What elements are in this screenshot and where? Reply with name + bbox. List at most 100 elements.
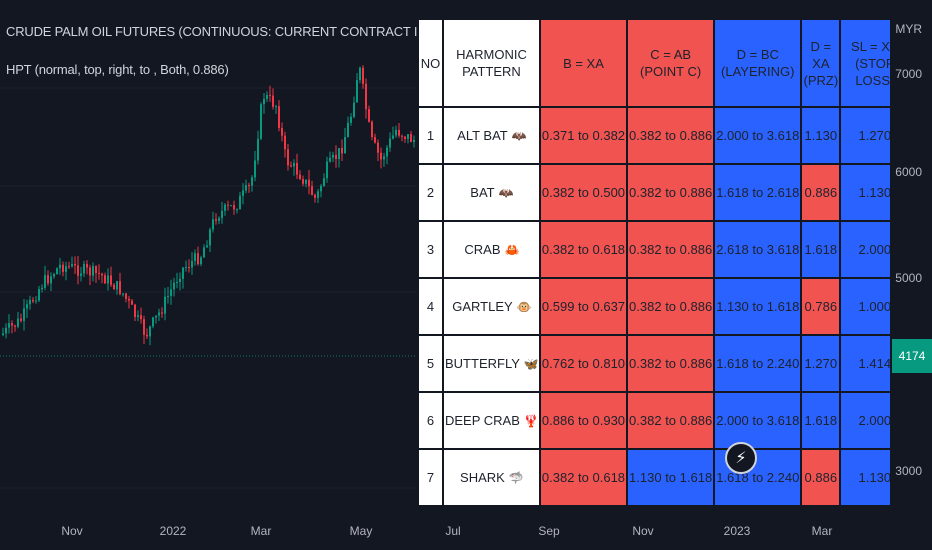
candle-body [38, 289, 40, 301]
cell-b: 0.599 to 0.637 [538, 277, 629, 336]
indicator-label[interactable]: HPT (normal, top, right, to , Both, 0.88… [6, 62, 229, 77]
candle-body [272, 95, 274, 107]
candle-body [107, 275, 109, 284]
candle-body [389, 138, 391, 148]
bat-icon: 🦇 [498, 185, 514, 200]
candle-body [197, 253, 199, 265]
candle-body [368, 109, 370, 122]
candle-body [44, 275, 46, 288]
candle-body [299, 174, 301, 180]
cell-d-bc: 1.618 to 2.240 [713, 334, 803, 393]
y-tick: 6000 [895, 165, 922, 179]
candle-body [77, 265, 79, 276]
candle-body [227, 204, 229, 206]
candle-body [323, 178, 325, 186]
pattern-name: SHARK [460, 469, 505, 485]
cell-d-bc: 1.618 to 2.618 [713, 163, 803, 222]
pattern-name-cell: BAT 🦇 [442, 163, 541, 222]
candle-body [269, 94, 271, 96]
table-row: 5 BUTTERFLY 🦋 0.762 to 0.810 0.382 to 0.886 1… [417, 334, 911, 393]
time-axis[interactable]: Nov 2022 Mar May Jul Sep Nov 2023 Mar [0, 510, 932, 550]
table-row: 2 BAT 🦇 0.382 to 0.500 0.382 to 0.886 1.618 t… [417, 163, 911, 222]
candle-body [8, 323, 10, 328]
cell-no: 1 [417, 106, 444, 165]
pattern-name: GARTLEY [452, 298, 513, 314]
cell-no: 2 [417, 163, 444, 222]
candle-body [17, 318, 19, 327]
candle-body [215, 219, 217, 221]
pattern-name-cell: BUTTERFLY 🦋 [442, 334, 541, 393]
pattern-name-cell: ALT BAT 🦇 [442, 106, 541, 165]
cell-c: 0.382 to 0.886 [626, 334, 716, 393]
candle-body [146, 334, 148, 337]
candle-body [194, 253, 196, 261]
candle-body [374, 137, 376, 143]
candle-body [245, 185, 247, 191]
table-header-row: NO HARMONIC PATTERN B = XA C = AB (POINT C)… [417, 18, 911, 108]
candle-body [413, 139, 415, 142]
cell-b: 0.382 to 0.618 [538, 220, 629, 279]
table-row: 3 CRAB 🦀 0.382 to 0.618 0.382 to 0.886 2.618 … [417, 220, 911, 279]
pattern-name-cell: GARTLEY 🐵 [442, 277, 541, 336]
pattern-name-cell: CRAB 🦀 [442, 220, 541, 279]
cell-c: 0.382 to 0.886 [626, 106, 716, 165]
candle-body [92, 266, 94, 276]
candle-body [353, 102, 355, 117]
table-row: 7 SHARK 🦈 0.382 to 0.618 1.130 to 1.618 1.618… [417, 448, 911, 507]
candle-body [158, 312, 160, 316]
candle-body [356, 80, 358, 103]
pattern-name: BUTTERFLY [445, 355, 520, 371]
candle-body [122, 293, 124, 295]
candle-body [65, 266, 67, 272]
candle-body [260, 104, 262, 139]
candle-body [341, 148, 343, 154]
candle-body [296, 162, 298, 175]
cell-b: 0.371 to 0.382 [538, 106, 629, 165]
chart-title: CRUDE PALM OIL FUTURES (CONTINUOUS: CURR… [6, 24, 536, 39]
candle-body [173, 282, 175, 290]
candle-body [275, 106, 277, 108]
candle-body [329, 157, 331, 162]
candle-body [68, 266, 70, 268]
candle-body [143, 319, 145, 335]
candle-body [56, 268, 58, 275]
candle-body [20, 318, 22, 321]
candle-body [233, 205, 235, 210]
x-tick: Mar [250, 524, 272, 538]
candle-body [218, 218, 220, 221]
candle-body [23, 308, 25, 321]
candle-body [398, 129, 400, 136]
candle-body [338, 148, 340, 160]
candle-body [377, 142, 379, 153]
flash-icon[interactable]: ⚡ [725, 442, 757, 474]
candle-body [167, 295, 169, 297]
candle-body [128, 298, 130, 301]
price-axis[interactable]: MYR 7000 6000 5000 3000 4174 [890, 0, 932, 510]
x-tick: Nov [632, 524, 654, 538]
candle-body [182, 267, 184, 279]
candle-body [35, 300, 37, 302]
cell-no: 6 [417, 391, 444, 450]
candle-body [110, 275, 112, 285]
candle-body [401, 135, 403, 137]
cell-d-xa: 1.270 [800, 334, 842, 393]
cell-c: 0.382 to 0.886 [626, 220, 716, 279]
cell-d-xa: 1.618 [800, 220, 842, 279]
candle-body [116, 281, 118, 290]
candle-body [32, 299, 34, 302]
candle-body [155, 315, 157, 318]
candle-body [41, 287, 43, 290]
cell-d-bc: 2.000 to 3.618 [713, 391, 803, 450]
candle-body [314, 194, 316, 198]
last-price-badge: 4174 [892, 339, 932, 373]
candle-body [284, 135, 286, 150]
candle-body [11, 323, 13, 326]
candle-body [224, 204, 226, 211]
x-tick: Jul [445, 524, 461, 538]
candle-body [362, 67, 364, 84]
bat-icon: 🦇 [511, 128, 527, 143]
lobster-icon: 🦞 [523, 413, 539, 428]
cell-no: 5 [417, 334, 444, 393]
candle-body [407, 134, 409, 139]
candle-body [392, 135, 394, 139]
